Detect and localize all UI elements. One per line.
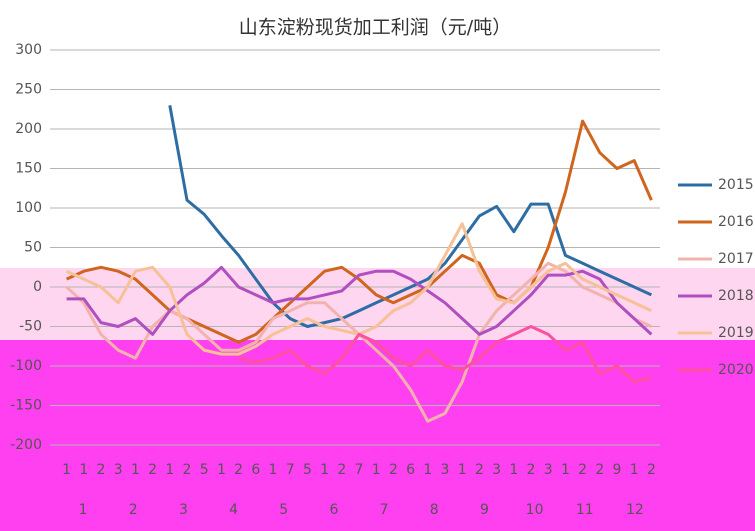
- x-tick-label: 7: [286, 462, 295, 478]
- glitch-band: [0, 268, 755, 340]
- x-tick-label: 1: [131, 462, 140, 478]
- x-tick-label: 1: [561, 462, 570, 478]
- x-tick-label: 3: [492, 462, 501, 478]
- x-tick-label: 9: [613, 462, 622, 478]
- legend-label: 2020: [718, 362, 754, 378]
- x-tick-label: 2: [389, 462, 398, 478]
- x-tick-label: 6: [251, 462, 260, 478]
- x-tick-label: 2: [234, 462, 243, 478]
- x-tick-label: 3: [441, 462, 450, 478]
- x-tick-label: 2: [578, 462, 587, 478]
- x-tick-label: 2: [97, 462, 106, 478]
- x-tick-label: 1: [630, 462, 639, 478]
- x-tick-label: 2: [337, 462, 346, 478]
- y-tick-label: 300: [15, 42, 42, 58]
- x-tick-label: 5: [200, 462, 209, 478]
- x-tick-label: 2: [475, 462, 484, 478]
- month-label: 8: [430, 502, 439, 518]
- legend-label: 2015: [718, 177, 754, 193]
- series-line: [168, 105, 653, 328]
- month-label: 2: [129, 502, 138, 518]
- y-tick-label: 100: [15, 200, 42, 216]
- legend-label: 2017: [718, 251, 754, 267]
- series-line: [66, 265, 653, 336]
- x-tick-label: 5: [303, 462, 312, 478]
- legend-label: 2016: [718, 214, 754, 230]
- y-tick-label: -150: [10, 398, 42, 414]
- legend-label: 2019: [718, 325, 754, 341]
- x-tick-label: 1: [165, 462, 174, 478]
- x-tick-label: 1: [458, 462, 467, 478]
- x-tick-label: 1: [509, 462, 518, 478]
- x-tick-label: 2: [595, 462, 604, 478]
- x-tick-label: 2: [647, 462, 656, 478]
- y-tick-label: 0: [33, 279, 42, 295]
- y-tick-label: -50: [19, 319, 42, 335]
- x-tick-label: 1: [79, 462, 88, 478]
- x-tick-label: 2: [183, 462, 192, 478]
- x-tick-label: 1: [62, 462, 71, 478]
- series-line: [238, 325, 652, 384]
- y-tick-label: 150: [15, 161, 42, 177]
- y-tick-label: 50: [24, 240, 42, 256]
- x-tick-label: 1: [372, 462, 381, 478]
- month-label: 3: [179, 502, 188, 518]
- x-tick-label: 3: [544, 462, 553, 478]
- x-tick-label: 1: [423, 462, 432, 478]
- month-label: 5: [279, 502, 288, 518]
- x-tick-label: 1: [320, 462, 329, 478]
- month-label: 1: [79, 502, 88, 518]
- y-tick-label: -200: [10, 437, 42, 453]
- y-tick-label: 250: [15, 82, 42, 98]
- month-label: 10: [526, 502, 544, 518]
- month-label: 6: [329, 502, 338, 518]
- x-tick-label: 3: [114, 462, 123, 478]
- y-tick-label: -100: [10, 358, 42, 374]
- glitch-band: [0, 340, 755, 531]
- legend-label: 2018: [718, 288, 754, 304]
- month-label: 4: [229, 502, 238, 518]
- x-tick-label: 2: [148, 462, 157, 478]
- x-tick-label: 1: [269, 462, 278, 478]
- y-tick-label: 200: [15, 121, 42, 137]
- x-tick-label: 6: [406, 462, 415, 478]
- x-tick-label: 7: [355, 462, 364, 478]
- month-label: 7: [380, 502, 389, 518]
- month-label: 11: [576, 502, 594, 518]
- chart-title: 山东淀粉现货加工利润（元/吨）: [239, 17, 511, 39]
- month-label: 12: [626, 502, 644, 518]
- month-label: 9: [480, 502, 489, 518]
- series-line: [65, 119, 653, 344]
- x-tick-label: 2: [527, 462, 536, 478]
- x-tick-label: 1: [217, 462, 226, 478]
